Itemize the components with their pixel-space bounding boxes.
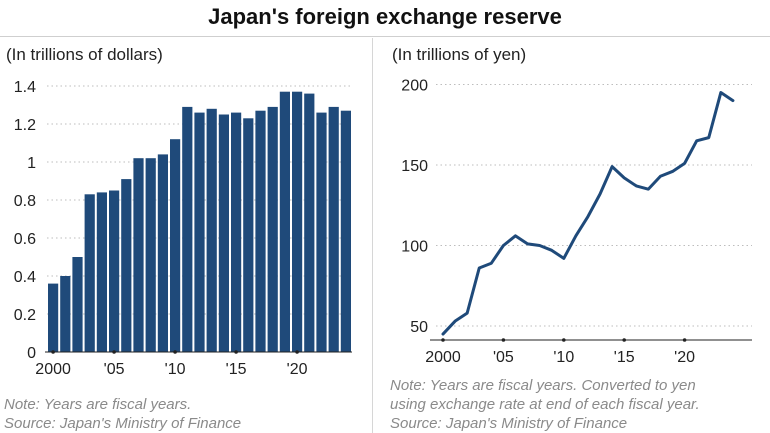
yen-series-line — [441, 91, 735, 336]
left-note: Note: Years are fiscal years. Source: Ja… — [4, 395, 241, 433]
x-tick-label: '05 — [493, 349, 514, 366]
y-tick-label: 1.4 — [14, 79, 36, 96]
y-tick-label: 0.6 — [14, 231, 36, 248]
y-tick-label: 1.2 — [14, 117, 36, 134]
x-tick-mark — [173, 350, 177, 354]
bar — [304, 93, 315, 352]
x-tick-mark — [295, 350, 299, 354]
chart-title: Japan's foreign exchange reserve — [208, 4, 562, 29]
x-tick-mark — [441, 338, 445, 342]
y-tick-label: 1 — [27, 155, 36, 172]
bar — [267, 106, 278, 353]
y-tick-label: 50 — [410, 319, 428, 336]
x-tick-label: 2000 — [425, 349, 461, 366]
bar — [218, 114, 229, 352]
left-source-line: Source: Japan's Ministry of Finance — [4, 415, 242, 432]
x-tick-mark — [501, 338, 506, 342]
bar — [109, 190, 120, 352]
bar — [84, 194, 95, 352]
panel-divider — [372, 38, 373, 433]
x-tick-mark — [234, 350, 238, 354]
x-tick-label: '05 — [104, 361, 125, 378]
x-tick-mark — [51, 350, 55, 354]
bar — [231, 112, 242, 352]
bar — [340, 110, 351, 352]
bar — [96, 192, 107, 352]
bar — [72, 257, 83, 352]
x-tick-mark — [112, 350, 116, 354]
title-divider — [0, 36, 770, 37]
x-tick-label: '15 — [226, 361, 247, 378]
y-tick-label: 100 — [401, 239, 428, 256]
bar — [48, 283, 59, 352]
x-tick-label: '15 — [614, 349, 635, 366]
x-tick-label: '20 — [674, 349, 695, 366]
x-tick-label: '10 — [553, 349, 574, 366]
x-tick-label: 2000 — [35, 361, 71, 378]
bar — [279, 91, 290, 352]
y-tick-label: 0.4 — [14, 269, 36, 286]
bar — [328, 106, 339, 353]
bar — [206, 108, 217, 352]
right-unit-label: (In trillions of yen) — [392, 45, 527, 64]
bar — [170, 139, 181, 352]
right-source-line: Source: Japan's Ministry of Finance — [390, 415, 628, 432]
right-note: Note: Years are fiscal years. Converted … — [390, 376, 700, 433]
x-tick-mark — [682, 338, 687, 342]
left-note-line: Note: Years are fiscal years. — [4, 396, 192, 413]
left-unit-label: (In trillions of dollars) — [6, 45, 163, 64]
bar — [182, 106, 193, 353]
bar — [243, 118, 254, 352]
bar — [145, 158, 156, 352]
y-tick-label: 0 — [27, 345, 36, 362]
bar — [157, 154, 168, 352]
yen-line-chart: 50 100 150 200 2000 '05 '10 '15 '20 — [401, 78, 752, 366]
bar — [255, 110, 266, 352]
bar — [60, 276, 71, 352]
right-note-line-2: using exchange rate at end of each fisca… — [390, 396, 700, 413]
y-tick-label: 200 — [401, 78, 428, 95]
bar — [121, 179, 132, 352]
x-tick-mark — [622, 338, 626, 342]
x-tick-label: '20 — [287, 361, 308, 378]
dollar-bar-chart: 0 0.2 0.4 0.6 0.8 1 1.2 1.4 2000 '05 '10 '15 '20 — [14, 79, 352, 378]
y-tick-label: 0.8 — [14, 193, 36, 210]
bar — [316, 112, 327, 352]
x-tick-label: '10 — [165, 361, 186, 378]
bar — [133, 158, 144, 352]
right-note-line-1: Note: Years are fiscal years. Converted … — [390, 377, 696, 394]
bar — [194, 112, 205, 352]
y-tick-label: 150 — [401, 158, 428, 175]
y-tick-label: 0.2 — [14, 307, 36, 324]
x-tick-mark — [562, 338, 566, 342]
bar — [292, 91, 303, 352]
